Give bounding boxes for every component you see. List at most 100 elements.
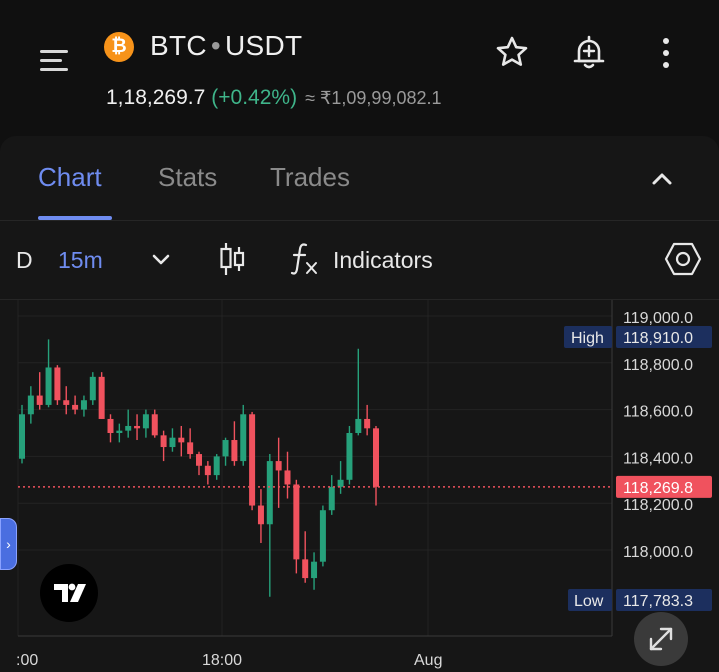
btc-coin-icon: ₿ — [104, 32, 134, 62]
chevron-down-icon[interactable] — [150, 249, 172, 269]
y-tick-label: 119,000.0 — [623, 310, 693, 327]
tab-stats[interactable]: Stats — [158, 162, 218, 192]
candle — [355, 348, 362, 436]
low-value-bg — [616, 589, 712, 611]
candle-body — [249, 414, 256, 506]
candle — [302, 531, 309, 583]
candle — [222, 437, 229, 466]
chevron-up-icon[interactable] — [648, 166, 676, 192]
candle-body — [373, 428, 379, 487]
candle — [293, 479, 300, 574]
candle — [257, 489, 264, 543]
candle-body — [178, 437, 185, 443]
candle-body — [19, 414, 25, 459]
low-tag-bg — [568, 589, 612, 611]
candle-body — [293, 484, 300, 560]
candle — [45, 339, 52, 408]
candle-body — [27, 395, 34, 415]
y-tick-label: 118,600.0 — [623, 404, 693, 421]
last-price-marker: 118,269.8 — [616, 475, 712, 498]
menu-icon[interactable] — [40, 50, 68, 74]
candle — [36, 372, 43, 410]
candle — [346, 425, 353, 485]
candle — [196, 451, 202, 476]
candle — [178, 425, 185, 457]
candle — [249, 411, 256, 511]
candle-body — [346, 433, 353, 480]
candle-body — [196, 454, 202, 466]
high-marker: High 118,910.0 — [564, 326, 712, 349]
y-tick-label: 118,000.0 — [623, 544, 693, 561]
candle-body — [311, 561, 318, 579]
candle-body — [89, 376, 96, 401]
star-icon[interactable] — [494, 34, 530, 72]
low-value: 117,783.3 — [623, 593, 693, 610]
candle — [54, 365, 61, 405]
chart-panel: Chart Stats Trades D 15m Indicators — [0, 136, 719, 672]
chart-type-tab-partial[interactable]: D — [16, 247, 33, 273]
more-vert-icon[interactable] — [648, 34, 684, 72]
tab-bar: Chart Stats Trades — [0, 136, 719, 221]
candle — [266, 454, 273, 597]
price-row: 1,18,269.7 (+0.42%) ≈ ₹1,09,99,082.1 — [106, 86, 442, 110]
low-tag: Low — [574, 593, 604, 610]
candle-body — [240, 414, 247, 462]
function-fx-icon[interactable] — [290, 241, 320, 277]
candle-body — [187, 442, 194, 455]
candle-body — [72, 404, 79, 410]
candle-body — [284, 470, 291, 485]
tradingview-logo[interactable] — [40, 564, 98, 622]
pair-separator: • — [210, 30, 222, 61]
trading-pair[interactable]: BTC • USDT — [150, 30, 302, 62]
candle-body — [213, 456, 220, 476]
candle-body — [364, 418, 371, 429]
candle — [213, 454, 220, 480]
expand-side-panel-icon[interactable]: › — [0, 518, 17, 570]
candle — [107, 414, 114, 443]
x-tick-label: :00 — [16, 652, 38, 669]
tab-trades[interactable]: Trades — [270, 162, 350, 192]
candle — [187, 428, 194, 459]
active-tab-indicator — [38, 216, 112, 220]
candle — [337, 461, 344, 494]
candle-body — [54, 367, 61, 401]
y-tick-label: 118,800.0 — [623, 357, 693, 374]
candle-body — [80, 400, 87, 410]
candle — [160, 430, 167, 462]
candle — [80, 395, 87, 417]
candle — [373, 425, 379, 506]
tradingview-logo-icon — [54, 583, 86, 602]
y-tick-label: 118,200.0 — [623, 497, 693, 514]
candlestick-chart[interactable]: 119,000.0 118,800.0 118,600.0 118,400.0 118,… — [0, 300, 719, 672]
candle-body — [134, 425, 141, 429]
candle-body — [116, 430, 123, 433]
candle — [63, 386, 70, 415]
candle-body — [45, 367, 52, 405]
candle — [275, 437, 282, 508]
interval-15m[interactable]: 15m — [58, 247, 103, 273]
candle — [284, 451, 291, 499]
candle — [319, 505, 326, 567]
inr-price: ≈ ₹1,09,99,082.1 — [305, 88, 442, 108]
tab-chart[interactable]: Chart — [38, 162, 102, 192]
high-tag: High — [571, 330, 604, 347]
settings-hexagon-icon[interactable] — [664, 241, 702, 277]
candle — [204, 461, 211, 485]
chart-toolbar: D 15m Indicators — [0, 221, 719, 300]
candlestick-type-icon[interactable] — [218, 241, 246, 277]
candle-body — [98, 376, 105, 419]
indicators-button[interactable]: Indicators — [333, 247, 433, 273]
candle — [19, 404, 25, 464]
candle-body — [328, 486, 335, 511]
candle-body — [204, 465, 211, 476]
price-alert-icon[interactable] — [571, 34, 607, 72]
pair-base: BTC — [150, 30, 207, 61]
last-price-value: 118,269.8 — [623, 480, 693, 497]
candle — [72, 395, 79, 415]
fullscreen-button[interactable] — [634, 612, 688, 666]
high-tag-bg — [564, 326, 612, 349]
candle — [231, 421, 238, 466]
candle-body — [275, 461, 282, 471]
pair-quote: USDT — [225, 30, 303, 61]
header: ₿ BTC • USDT 1,18,269.7 (+0.42%) ≈ ₹1,09,99,… — [0, 0, 719, 136]
